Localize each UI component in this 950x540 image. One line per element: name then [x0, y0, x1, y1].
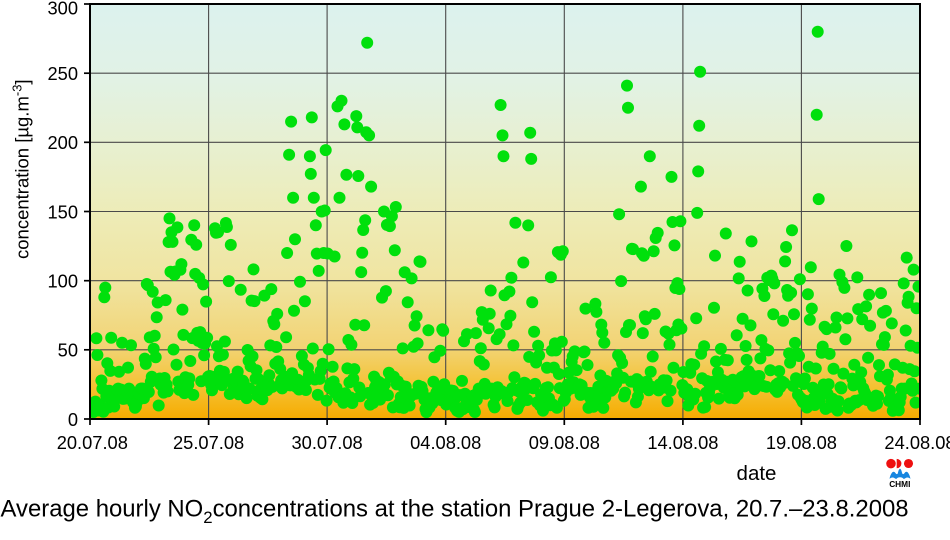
svg-text:30.07.08: 30.07.08 [292, 432, 363, 453]
svg-text:150: 150 [47, 201, 78, 222]
svg-text:200: 200 [47, 132, 78, 153]
svg-text:14.08.08: 14.08.08 [647, 432, 718, 453]
svg-text:Average hourly NO2concentratio: Average hourly NO2concentrations at the … [1, 496, 909, 528]
svg-text:20.07.08: 20.07.08 [57, 432, 128, 453]
svg-text:04.08.08: 04.08.08 [410, 432, 481, 453]
svg-text:50: 50 [58, 340, 78, 361]
svg-text:19.08.08: 19.08.08 [766, 432, 837, 453]
svg-text:0: 0 [68, 409, 78, 430]
svg-text:100: 100 [47, 271, 78, 292]
svg-text:09.08.08: 09.08.08 [529, 432, 600, 453]
svg-text:25.07.08: 25.07.08 [173, 432, 244, 453]
svg-text:date: date [737, 462, 777, 485]
svg-text:300: 300 [47, 0, 78, 19]
svg-text:250: 250 [47, 63, 78, 84]
svg-text:CHMI: CHMI [889, 479, 910, 489]
svg-text:24.08.08: 24.08.08 [884, 432, 950, 453]
svg-text:concentration [µg.m-3]: concentration [µg.m-3] [10, 79, 33, 259]
